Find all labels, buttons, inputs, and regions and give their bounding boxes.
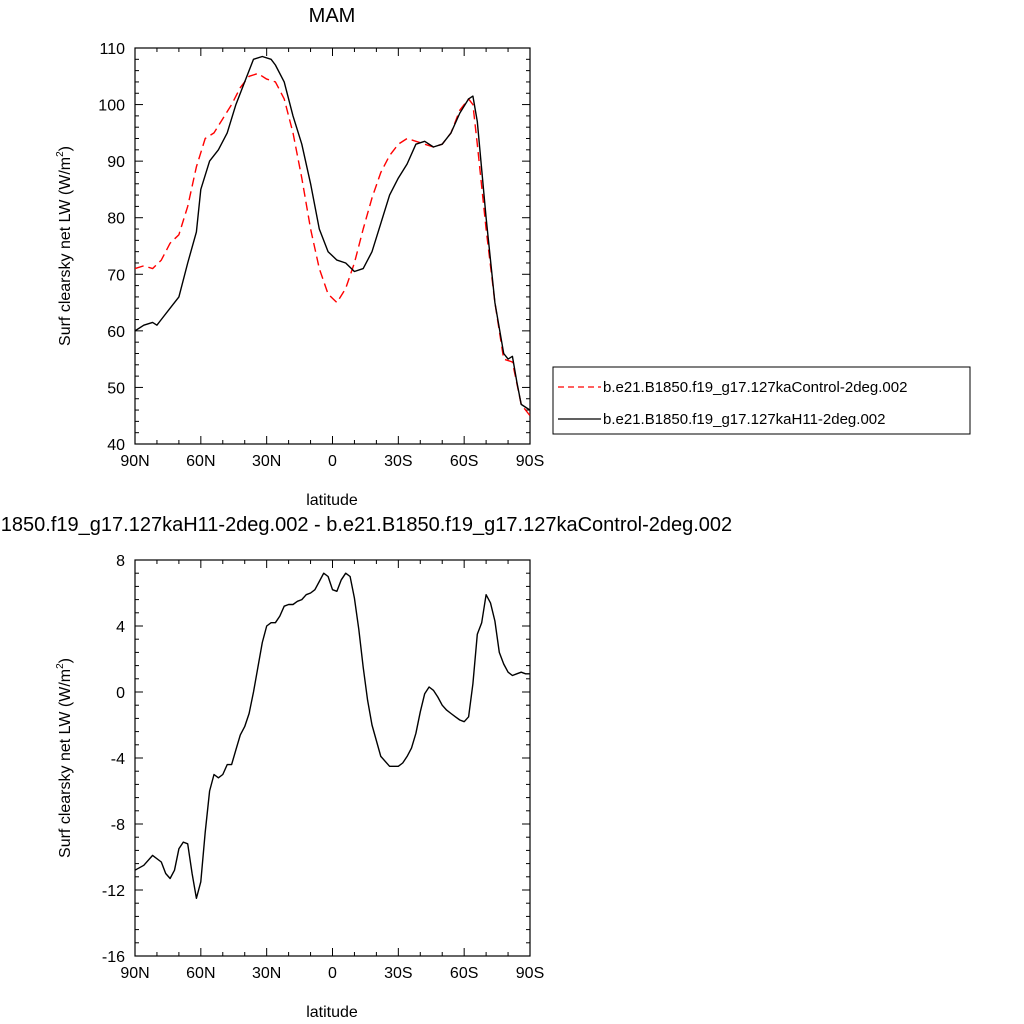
bottom-y-label-sup: 2 bbox=[55, 663, 66, 669]
top-y-tick-label: 60 bbox=[107, 324, 125, 341]
bottom-chart-ticks: 90N 60N 30N 0 30S 60S 90S -16 -12 -8 -4 0 4 8 bbox=[102, 553, 544, 982]
bottom-y-tick-label: -12 bbox=[102, 883, 125, 900]
bottom-x-tick-label: 30S bbox=[384, 965, 412, 982]
top-plot-frame bbox=[134, 47, 531, 445]
bottom-x-tick-label: 60N bbox=[186, 965, 215, 982]
top-y-axis-label: Surf clearsky net LW (W/m2) bbox=[55, 146, 74, 346]
legend-box bbox=[552, 366, 971, 435]
bottom-chart-series bbox=[134, 572, 530, 899]
top-x-tick-label: 30S bbox=[384, 453, 412, 470]
bottom-y-tick-label: -16 bbox=[102, 949, 125, 966]
top-y-label-sup: 2 bbox=[55, 151, 66, 157]
legend-label-h11: b.e21.B1850.f19_g17.127kaH11-2deg.002 bbox=[603, 411, 885, 428]
bottom-x-axis-label: latitude bbox=[306, 1004, 358, 1021]
top-y-tick-label: 70 bbox=[107, 267, 125, 284]
top-y-tick-label: 80 bbox=[107, 211, 125, 228]
top-x-tick-label: 60N bbox=[186, 453, 215, 470]
bottom-y-label-close: ) bbox=[57, 658, 74, 663]
bottom-y-tick-label: 8 bbox=[116, 553, 125, 570]
bottom-x-tick-label: 30N bbox=[252, 965, 281, 982]
bottom-x-tick-label: 0 bbox=[328, 965, 337, 982]
top-x-tick-label: 90S bbox=[516, 453, 544, 470]
top-y-tick-label: 50 bbox=[107, 380, 125, 397]
bottom-x-tick-label: 60S bbox=[450, 965, 478, 982]
bottom-plot-frame bbox=[134, 559, 531, 957]
top-y-label-main: Surf clearsky net LW (W/m bbox=[57, 157, 74, 346]
bottom-y-axis-label: Surf clearsky net LW (W/m2) bbox=[55, 658, 74, 858]
top-x-tick-label: 0 bbox=[328, 453, 337, 470]
bottom-series-line-0 bbox=[134, 572, 530, 899]
top-x-tick-label: 90N bbox=[120, 453, 149, 470]
legend-label-control: b.e21.B1850.f19_g17.127kaControl-2deg.00… bbox=[603, 379, 907, 396]
top-series-line-0 bbox=[134, 72, 531, 417]
bottom-x-tick-label: 90N bbox=[120, 965, 149, 982]
top-chart-title: MAM bbox=[309, 5, 356, 27]
top-y-label-close: ) bbox=[57, 146, 74, 151]
top-x-tick-label: 60S bbox=[450, 453, 478, 470]
bottom-y-tick-label: 0 bbox=[116, 685, 125, 702]
top-y-tick-label: 90 bbox=[107, 154, 125, 171]
bottom-chart-title: b.e21.B1850.f19_g17.127kaH11-2deg.002 - … bbox=[0, 514, 732, 536]
top-chart-ticks: 90N 60N 30N 0 30S 60S 90S 40 50 60 70 80 90 100 110 bbox=[98, 41, 544, 470]
top-y-tick-label: 40 bbox=[107, 437, 125, 454]
top-y-tick-label: 100 bbox=[98, 98, 125, 115]
bottom-x-tick-label: 90S bbox=[516, 965, 544, 982]
top-y-tick-label: 110 bbox=[99, 41, 125, 58]
bottom-y-tick-label: 4 bbox=[116, 619, 125, 636]
top-x-tick-label: 30N bbox=[252, 453, 281, 470]
legend: b.e21.B1850.f19_g17.127kaControl-2deg.00… bbox=[552, 366, 971, 435]
bottom-y-tick-label: -4 bbox=[111, 751, 125, 768]
top-x-axis-label: latitude bbox=[306, 492, 358, 509]
bottom-y-tick-label: -8 bbox=[111, 817, 125, 834]
top-series-line-1 bbox=[134, 55, 531, 411]
top-chart-series bbox=[134, 55, 531, 417]
bottom-y-label-main: Surf clearsky net LW (W/m bbox=[57, 669, 74, 858]
